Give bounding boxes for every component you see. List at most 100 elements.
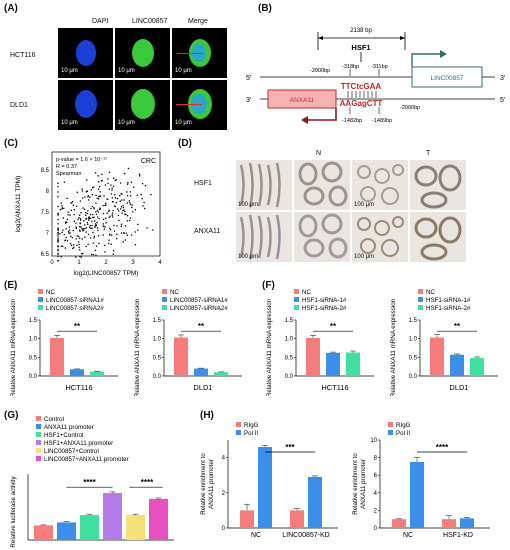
sig-label: *** [285,443,295,452]
scatter-point [70,244,73,247]
scatter-point [118,210,120,212]
scatter-point [123,232,125,235]
scatter-point [57,191,59,193]
bar [90,371,104,376]
scatter-point [85,217,88,220]
scatter-point [121,193,123,195]
scatter-point [86,212,88,215]
linc00857-gene-box [411,66,483,88]
y-tick-label: 6 [374,473,378,479]
legend-label: HSF1-siRNA-1# [302,297,347,304]
scatter-point [144,184,147,187]
scatter-point [107,210,110,213]
bar [174,337,188,376]
y-tick-label: 2 [222,491,226,497]
scatter-point [98,181,100,183]
scatter-point [114,179,116,181]
scatter-point [59,208,62,211]
scatter-point [105,222,107,224]
scatter-point [109,227,111,230]
ihc-anxa11-normal-high [294,212,350,262]
svg-text:3': 3' [500,75,505,82]
scatter-point [108,239,110,241]
x-axis-label: DLD1 [449,383,468,392]
scatter-point [65,236,67,239]
scatter-point [122,241,124,243]
scatter-point [72,247,74,250]
scatter-point [96,216,99,218]
y-tick-label: 1.0 [153,337,162,343]
x-tick-label: LINC00857-KD [282,532,329,539]
x-tick-label: NC [403,532,413,539]
bar [50,337,64,376]
scatter-point [87,219,90,221]
scatter-point [119,200,121,202]
scatter-point [115,238,118,240]
scatter-point [79,229,81,231]
scatter-point [98,195,100,198]
scatter-point [99,208,101,210]
scatter-point [112,200,114,203]
scatter-point [57,185,59,188]
panel-g-label: (G) [4,410,19,421]
y-axis-label: Relative ANXA11 mRNA expression [10,298,17,396]
panel-b-label: (B) [258,3,272,14]
scatter-point [73,220,75,222]
scatter-point [120,182,122,184]
bar [392,519,406,528]
svg-text:7.5: 7.5 [41,210,50,216]
scatter-point [116,233,118,235]
scatter-point [87,195,89,197]
scatter-point [93,186,95,188]
sig-label: **** [141,478,154,487]
y-axis-label-line1: Relative enrichment to [200,453,207,515]
micrograph-linc-dld1: 10 μm [115,80,170,130]
bar [70,369,84,376]
svg-text:8: 8 [46,189,50,195]
legend-label: LINC00857-siRNA1# [170,297,228,304]
y-tick-label: 1.0 [409,337,418,343]
scatter-point [63,233,66,236]
scatter-point [132,211,134,213]
scatter-point [111,214,113,216]
scatter-point [96,227,99,229]
scatter-point [126,215,129,217]
scatter-point [93,235,96,238]
svg-text:-1489bp: -1489bp [372,118,392,124]
scatter-point [85,245,87,248]
scatter-point [75,227,78,229]
scatter-point [95,213,98,215]
y-axis-label-line1: Relative enrichment to [352,453,359,515]
scatter-point [85,211,87,214]
y-axis-label-line2: ANXA11 promoter [360,459,367,509]
scatter-point [65,221,67,223]
sig-label: ** [454,322,461,331]
scatter-point [115,179,118,181]
svg-text:-1482bp: -1482bp [342,118,362,124]
y-tick-label: 0.0 [153,374,162,380]
scatter-point [112,253,114,255]
bar [470,358,484,376]
scatter-point [70,202,72,204]
scatter-point [86,223,89,225]
y-axis-label: Relative ANXA11 mRNA expression [390,298,397,396]
scatter-point [87,199,90,201]
scatter-point [84,196,86,198]
col-dapi-label: DAPI [92,18,109,25]
scatter-point [73,244,75,246]
scatter-point [131,206,133,209]
scatter-point [99,195,102,197]
scatter-point [112,209,114,212]
scatter-point [104,251,106,253]
scatter-point [96,209,99,212]
bar [290,510,304,528]
scatter-point [79,200,81,202]
scatter-point [91,220,93,223]
scatter-point [57,248,59,251]
scatter-point [89,225,92,227]
scatter-point [60,245,63,247]
ihc-anxa11-tumor-low: 100 μm [352,212,408,262]
scatter-point [62,217,65,219]
scatter-point [122,206,125,209]
